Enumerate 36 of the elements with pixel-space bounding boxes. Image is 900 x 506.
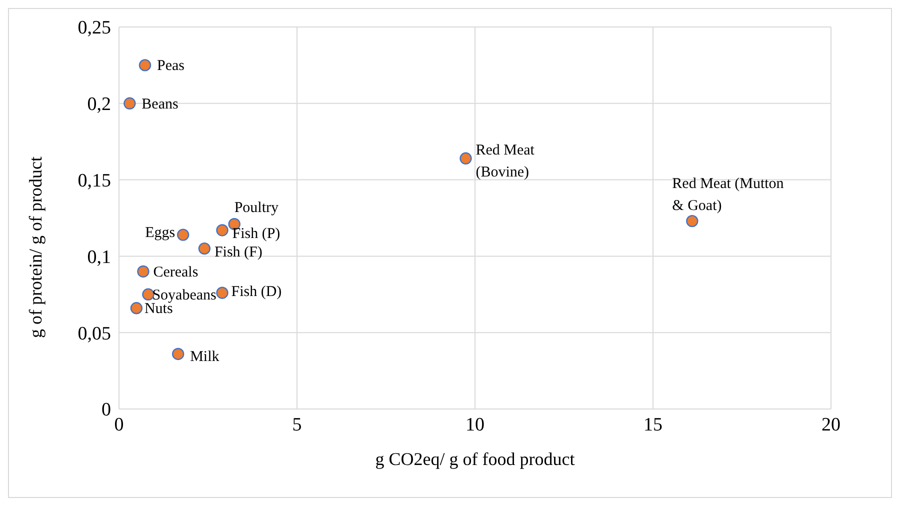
point xyxy=(460,152,472,165)
point xyxy=(686,214,698,228)
y-tick-label: 0,1 xyxy=(87,246,111,268)
y-tick-label: 0,05 xyxy=(78,323,111,344)
annotation: Red Meat (Bovine) xyxy=(476,142,536,180)
annotation: Soyabeans xyxy=(152,287,217,304)
y-tick-label: 0,25 xyxy=(78,18,111,39)
point xyxy=(130,302,143,314)
point xyxy=(137,265,150,278)
annotation: Milk xyxy=(190,348,220,365)
annotation: Red Meat (Mutton & Goat) xyxy=(672,176,784,214)
x-axis-title: g CO2eq/ g of food product xyxy=(375,449,575,469)
point xyxy=(198,242,211,255)
point xyxy=(124,97,136,110)
annotation: Fish (D) xyxy=(231,284,282,300)
annotation: Peas xyxy=(156,58,185,74)
x-tick-label: 10 xyxy=(466,414,484,436)
annotation: Cereals xyxy=(153,264,198,280)
x-tick-label: 20 xyxy=(822,414,840,436)
x-tick-label: 0 xyxy=(114,414,124,436)
y-tick-label: 0 xyxy=(102,400,111,421)
point xyxy=(172,348,184,360)
annotation: Beans xyxy=(142,96,178,112)
point xyxy=(176,228,190,241)
annotation: Fish (F) xyxy=(214,244,262,261)
x-tick-label: 15 xyxy=(644,414,662,436)
y-axis-title: g of protein/ g of product xyxy=(25,156,46,338)
x-tick-label: 5 xyxy=(292,414,302,436)
annotation: Poultry xyxy=(234,200,280,216)
annotation: Eggs xyxy=(145,224,176,241)
point xyxy=(138,59,152,72)
point xyxy=(216,286,228,299)
y-tick-label: 0,2 xyxy=(87,94,111,116)
point xyxy=(216,224,228,236)
annotation: Fish (P) xyxy=(232,226,280,242)
y-tick-label: 0,15 xyxy=(78,170,111,192)
